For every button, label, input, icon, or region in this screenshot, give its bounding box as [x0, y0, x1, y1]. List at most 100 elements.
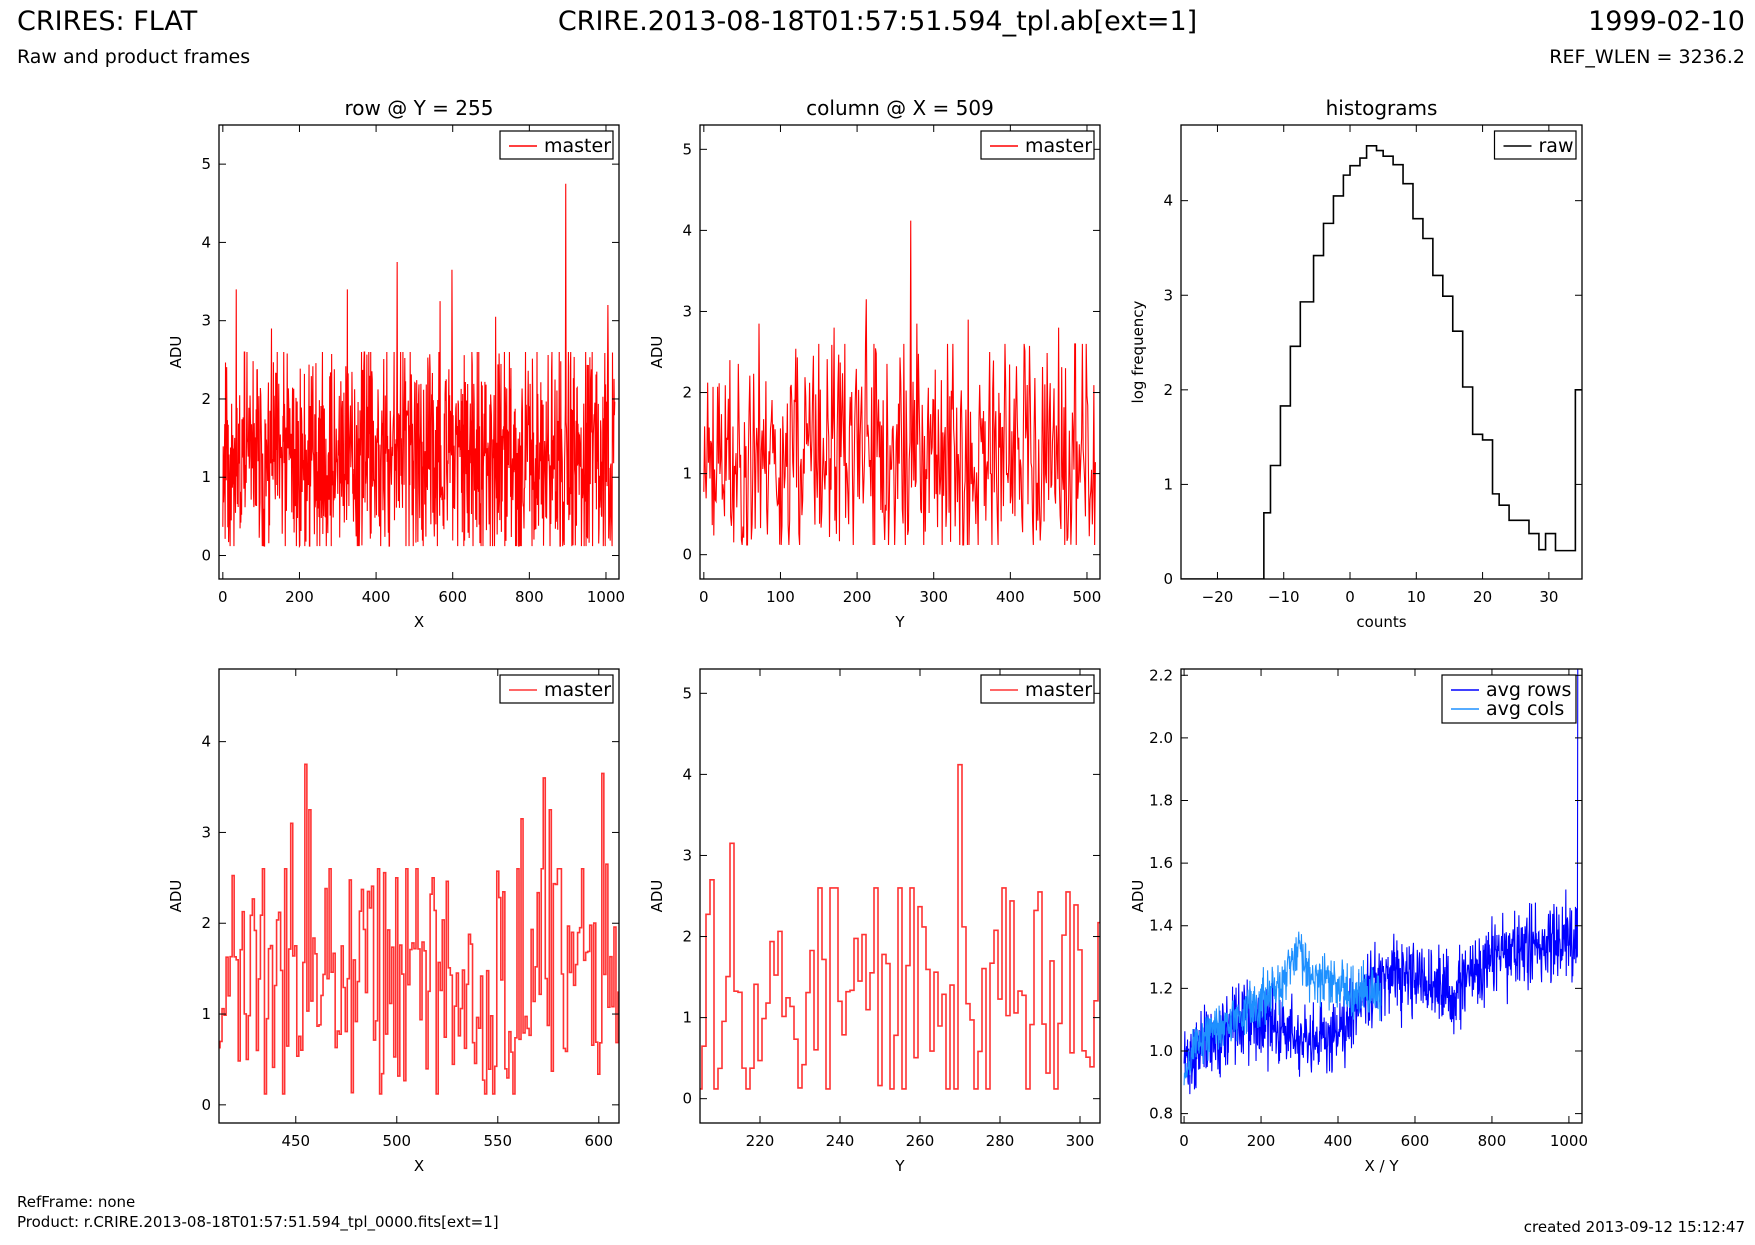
y-tick-label: 3 [682, 846, 692, 864]
x-tick-label: 1000 [1550, 1132, 1588, 1150]
y-tick-label: 2 [201, 914, 211, 932]
x-tick-label: 200 [1247, 1132, 1276, 1150]
x-tick-label: 20 [1473, 588, 1492, 606]
panel-title: column @ X = 509 [806, 96, 994, 120]
y-tick-label: 1 [682, 1009, 692, 1027]
series-master [703, 220, 1096, 546]
y-tick-label: 0 [201, 1096, 211, 1114]
y-tick-label: 2.2 [1149, 666, 1173, 684]
x-tick-label: 0 [699, 588, 709, 606]
y-axis-label: ADU [648, 880, 666, 913]
legend-label: avg rows [1486, 679, 1571, 701]
x-axis-label: X [414, 613, 424, 631]
axes-frame [699, 668, 1101, 1124]
y-axis-label: ADU [648, 336, 666, 369]
x-tick-label: 220 [746, 1132, 775, 1150]
x-tick-label: 0 [218, 588, 228, 606]
y-tick-label: 5 [201, 155, 211, 173]
legend-label: master [544, 135, 611, 157]
y-tick-label: 1.4 [1149, 917, 1173, 935]
y-tick-label: 3 [201, 823, 211, 841]
y-axis-label: ADU [167, 336, 185, 369]
y-tick-label: 0 [682, 546, 692, 564]
series-avg-cols [1183, 931, 1382, 1086]
axes-frame [218, 668, 620, 1124]
x-tick-label: 600 [438, 588, 467, 606]
x-tick-label: 280 [986, 1132, 1015, 1150]
footer-created: created 2013-09-12 15:12:47 [1523, 1218, 1745, 1236]
y-tick-label: 5 [682, 684, 692, 702]
x-tick-label: 300 [1066, 1132, 1095, 1150]
legend: master [499, 674, 614, 704]
figure-title: CRIRES: FLAT [17, 6, 198, 37]
y-tick-label: 1 [201, 468, 211, 486]
x-tick-label: 800 [515, 588, 544, 606]
y-tick-label: 2 [201, 390, 211, 408]
y-tick-label: 2 [682, 928, 692, 946]
y-tick-label: 0 [1163, 570, 1173, 588]
panel-histogram: −20 −10 0 10 20 30 0 1 2 3 4 histograms counts log fr… [1129, 96, 1583, 631]
y-tick-label: 3 [1163, 286, 1173, 304]
x-tick-label: 600 [584, 1132, 613, 1150]
legend: raw [1493, 130, 1577, 160]
y-tick-label: 3 [682, 302, 692, 320]
x-axis-label: Y [894, 613, 905, 631]
x-tick-label: 10 [1407, 588, 1426, 606]
panel-col-zoom: 220 240 260 280 300 0 1 2 3 4 5 Y ADU master [648, 668, 1101, 1175]
y-tick-label: 2 [682, 384, 692, 402]
x-axis-label: X [414, 1157, 424, 1175]
axes-frame [1180, 124, 1583, 580]
y-tick-label: 3 [201, 312, 211, 330]
x-tick-label: 550 [483, 1132, 512, 1150]
x-tick-label: 300 [919, 588, 948, 606]
panel-averages: 0 200 400 600 800 1000 0.8 1.0 1.2 1.4 1.6 1.8 2.0 2.… [1129, 666, 1588, 1175]
x-tick-label: 450 [281, 1132, 310, 1150]
legend: master [980, 674, 1095, 704]
y-tick-label: 4 [201, 733, 211, 751]
y-tick-label: 1.0 [1149, 1042, 1173, 1060]
panel-row-full: 0 200 400 600 800 1000 0 1 2 3 4 5 row @ Y = 255 X ADU… [167, 96, 625, 631]
x-tick-label: 200 [843, 588, 872, 606]
y-tick-label: 2 [1163, 381, 1173, 399]
series-master [222, 183, 616, 549]
axes-frame [1180, 668, 1583, 1124]
y-axis-label: ADU [1129, 880, 1147, 913]
y-tick-label: 4 [682, 765, 692, 783]
legend-label: raw [1539, 135, 1574, 157]
y-tick-label: 0.8 [1149, 1105, 1173, 1123]
y-tick-label: 2.0 [1149, 729, 1173, 747]
legend: master [980, 130, 1095, 160]
footer-product: Product: r.CRIRE.2013-08-18T01:57:51.594… [17, 1213, 499, 1231]
x-tick-label: 500 [1073, 588, 1102, 606]
y-tick-label: 1 [1163, 475, 1173, 493]
figure-subtitle: Raw and product frames [17, 46, 251, 68]
footer-ref-frame: RefFrame: none [17, 1193, 136, 1211]
panel-col-full: 0 100 200 300 400 500 0 1 2 3 4 5 column @ X = 509 Y A… [648, 96, 1101, 631]
y-tick-label: 1.2 [1149, 979, 1173, 997]
legend-label: master [1025, 679, 1092, 701]
y-axis-label: ADU [167, 880, 185, 913]
x-tick-label: −20 [1202, 588, 1234, 606]
date-label: 1999-02-10 [1588, 6, 1745, 37]
y-tick-label: 1.6 [1149, 854, 1173, 872]
panel-title: histograms [1326, 96, 1438, 120]
x-tick-label: 100 [766, 588, 795, 606]
series-raw [1181, 145, 1582, 579]
x-tick-label: 200 [285, 588, 314, 606]
x-axis-label: Y [894, 1157, 905, 1175]
y-tick-label: 0 [201, 547, 211, 565]
x-tick-label: 400 [1324, 1132, 1353, 1150]
legend-label: avg cols [1486, 698, 1564, 720]
y-axis-label: log frequency [1129, 300, 1147, 403]
series-master [700, 763, 1100, 1090]
x-tick-label: 30 [1539, 588, 1558, 606]
y-tick-label: 4 [201, 233, 211, 251]
x-axis-label: counts [1356, 613, 1406, 631]
panel-row-zoom: 450 500 550 600 0 1 2 3 4 X ADU master [167, 668, 620, 1175]
axes-frame [218, 124, 620, 580]
y-tick-label: 1 [201, 1005, 211, 1023]
file-name-title: CRIRE.2013-08-18T01:57:51.594_tpl.ab[ext… [557, 6, 1198, 37]
y-tick-label: 0 [682, 1090, 692, 1108]
